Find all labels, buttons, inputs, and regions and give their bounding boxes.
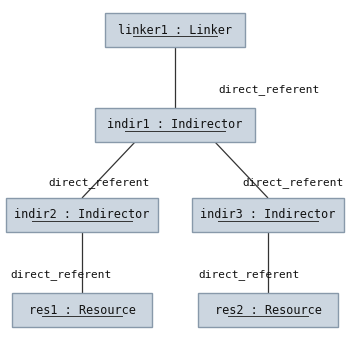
FancyBboxPatch shape <box>105 13 245 47</box>
FancyBboxPatch shape <box>192 198 344 232</box>
Text: direct_referent: direct_referent <box>48 178 149 189</box>
FancyBboxPatch shape <box>12 293 152 327</box>
Text: direct_referent: direct_referent <box>10 269 111 280</box>
Text: res2 : Resource: res2 : Resource <box>215 304 321 317</box>
FancyBboxPatch shape <box>95 108 255 142</box>
Text: linker1 : Linker: linker1 : Linker <box>118 23 232 37</box>
FancyBboxPatch shape <box>198 293 338 327</box>
Text: direct_referent: direct_referent <box>218 84 319 95</box>
Text: indir3 : Indirector: indir3 : Indirector <box>200 208 336 222</box>
Text: res1 : Resource: res1 : Resource <box>29 304 135 317</box>
Text: indir2 : Indirector: indir2 : Indirector <box>14 208 150 222</box>
Text: direct_referent: direct_referent <box>242 178 343 189</box>
Text: direct_referent: direct_referent <box>198 269 299 280</box>
Text: indir1 : Indirector: indir1 : Indirector <box>107 119 243 131</box>
FancyBboxPatch shape <box>6 198 158 232</box>
